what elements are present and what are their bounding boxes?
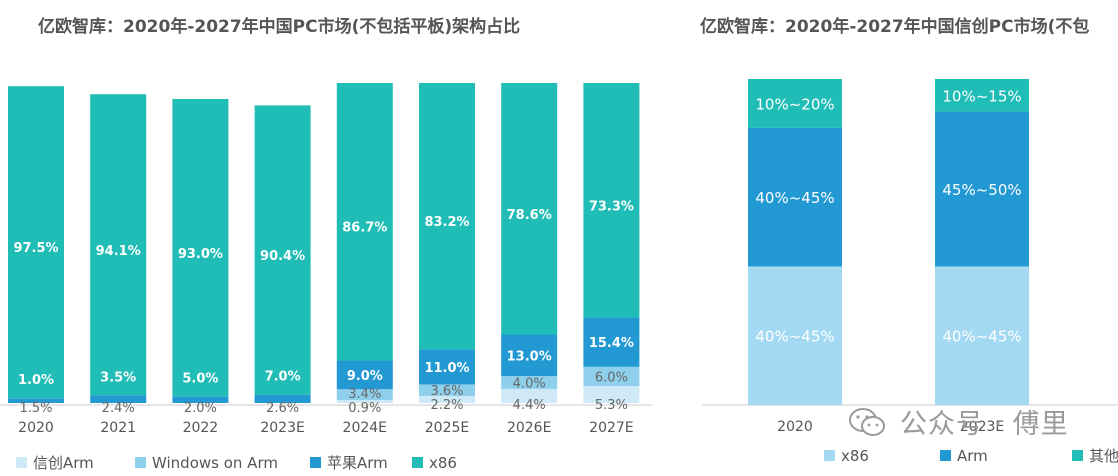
pc-architecture-chart: 97.5% 1.0% 1.5% 2020 94.1% 3.5% 2.4% 2021 93.0% 5… [0, 83, 652, 472]
data-label-windows-on-arm: 6.0% [595, 370, 628, 385]
x-tick-label: 2026E [507, 420, 551, 436]
data-label-x86: 40%~45% [942, 328, 1021, 346]
legend-label-Windows on Arm: Windows on Arm [152, 454, 278, 472]
wechat-icon [849, 408, 885, 436]
data-label-Arm: 45%~50% [942, 181, 1021, 199]
legend-swatch-苹果Arm [310, 457, 321, 468]
x-tick-label: 2020 [18, 420, 54, 436]
bar-segment-x86 [419, 83, 475, 350]
data-label-x86: 78.6% [507, 208, 552, 223]
data-label-windows-on-arm: 3.4% [348, 387, 381, 402]
x-tick-label: 2027E [589, 420, 633, 436]
bar-segment-Windows on Arm [501, 376, 558, 389]
data-label-xinchuang-arm: 2.2% [430, 398, 463, 413]
bar-segment-信创Arm [336, 400, 393, 403]
bar-segment-x86 [748, 266, 842, 405]
bar-segment-Arm [748, 127, 842, 267]
legend-swatch-x86 [412, 457, 423, 468]
bar-segment-苹果Arm [419, 349, 475, 385]
bar-segment-x86 [172, 99, 229, 397]
data-label-x86: 94.1% [96, 244, 141, 259]
bar-segment-x86 [254, 105, 311, 395]
data-label-apple-arm: 9.0% [347, 369, 383, 384]
data-label-apple-arm: 11.0% [424, 361, 469, 376]
watermark-text: 公众号 · 傅里 [900, 409, 1069, 440]
bar-segment-x86 [935, 266, 1029, 405]
legend-label-信创Arm: 信创Arm [33, 454, 94, 472]
legend-label-x86: x86 [841, 447, 869, 465]
x-tick-label: 2022 [183, 420, 219, 436]
bar-segment-苹果Arm [90, 395, 147, 403]
x-tick-label: 2023E [960, 419, 1004, 435]
bar-segment-x86 [8, 86, 64, 399]
x-tick-label: 2025E [425, 420, 469, 436]
data-label-xinchuang-arm: 5.3% [595, 398, 628, 413]
legend-label-其他: 其他 [1089, 447, 1118, 465]
bar-segment-苹果Arm [501, 334, 558, 377]
bar-segment-其他 [935, 79, 1029, 112]
legend-swatch-Windows on Arm [135, 457, 146, 468]
legend-label-x86: x86 [429, 454, 457, 472]
bar-segment-苹果Arm [254, 394, 311, 403]
chart-title-right: 亿欧智库：2020年-2027年中国信创PC市场(不包 [700, 17, 1090, 37]
x-tick-label: 2023E [260, 420, 304, 436]
data-label-apple-arm: 15.4% [589, 336, 634, 351]
data-label-其他: 10%~15% [942, 87, 1021, 105]
data-label-x86: 97.5% [13, 241, 58, 256]
data-label-below-axis: 2.4% [102, 401, 135, 416]
bar-segment-x86 [336, 83, 393, 361]
data-label-x86: 73.3% [589, 199, 634, 214]
data-label-Arm: 40%~45% [755, 189, 834, 207]
bar-segment-信创Arm [501, 388, 558, 403]
x-tick-label: 2021 [100, 420, 136, 436]
x-tick-label: 2020 [777, 419, 813, 435]
bar-segment-x86 [583, 83, 640, 318]
data-label-apple-arm: 3.5% [100, 370, 136, 385]
legend-swatch-Arm [940, 450, 951, 461]
bar-segment-Windows on Arm [419, 384, 475, 396]
data-label-x86: 40%~45% [755, 328, 834, 346]
xinchuang-pc-chart: 40%~45% 40%~45% 10%~20% 2020 40%~45% 45%~50% 1… [702, 79, 1118, 465]
data-label-below-axis: 1.5% [19, 401, 52, 416]
data-label-windows-on-arm: 3.6% [430, 384, 463, 399]
data-label-apple-arm: 1.0% [18, 373, 54, 388]
bar-segment-x86 [90, 94, 147, 396]
legend-label-Arm: Arm [957, 447, 988, 465]
bar-segment-信创Arm [419, 395, 475, 403]
data-label-below-axis: 2.0% [184, 401, 217, 416]
legend-swatch-其他 [1072, 450, 1083, 461]
bar-segment-信创Arm [583, 386, 640, 403]
legend-label-苹果Arm: 苹果Arm [327, 454, 388, 472]
bar-segment-x86 [501, 83, 558, 335]
bar-segment-苹果Arm [583, 317, 640, 367]
chart-title-left: 亿欧智库：2020年-2027年中国PC市场(不包括平板)架构占比 [38, 17, 521, 37]
data-label-xinchuang-arm: 4.4% [513, 398, 546, 413]
data-label-其他: 10%~20% [755, 95, 834, 113]
data-label-apple-arm: 7.0% [265, 370, 301, 385]
bar-segment-Windows on Arm [583, 366, 640, 387]
data-label-x86: 93.0% [178, 247, 223, 262]
data-label-x86: 90.4% [260, 249, 305, 264]
bar-segment-苹果Arm [336, 360, 393, 390]
data-label-xinchuang-arm: 0.9% [348, 401, 381, 416]
data-label-x86: 83.2% [424, 215, 469, 230]
bar-segment-Windows on Arm [336, 389, 393, 401]
bar-segment-Arm [935, 111, 1029, 267]
data-label-x86: 86.7% [342, 221, 387, 236]
data-label-windows-on-arm: 4.0% [513, 377, 546, 392]
bar-segment-苹果Arm [172, 396, 229, 403]
legend-swatch-信创Arm [16, 457, 27, 468]
data-label-apple-arm: 5.0% [182, 372, 218, 387]
legend-swatch-x86 [824, 450, 835, 461]
x-tick-label: 2024E [343, 420, 387, 436]
data-label-below-axis: 2.6% [266, 401, 299, 416]
bar-segment-其他 [748, 79, 842, 128]
bar-segment-苹果Arm [8, 398, 64, 403]
data-label-apple-arm: 13.0% [507, 349, 552, 364]
